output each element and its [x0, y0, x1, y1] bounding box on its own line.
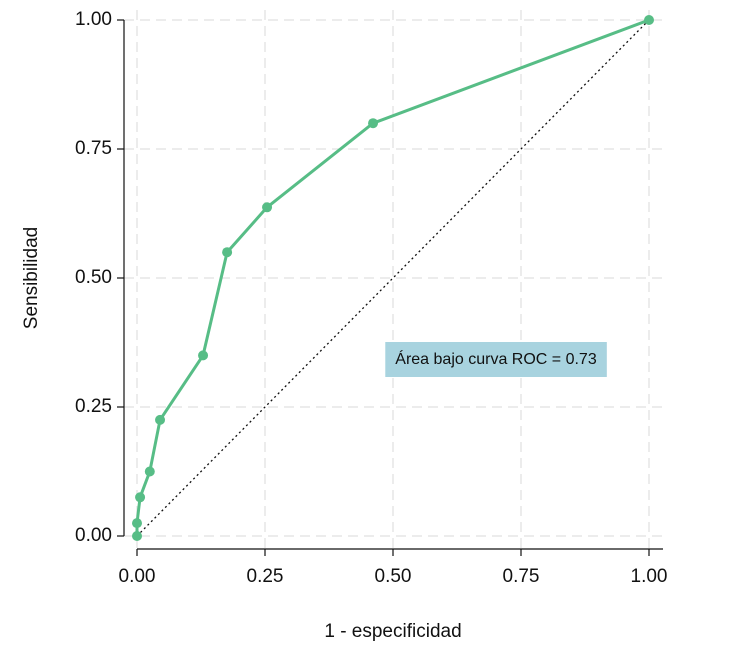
- point: [262, 202, 273, 213]
- x-tick-label: 0.00: [119, 566, 156, 587]
- y-tick-label: 0.75: [75, 138, 112, 159]
- point: [144, 466, 155, 477]
- x-tick-label: 1.00: [631, 566, 668, 587]
- point: [198, 350, 209, 361]
- annotation: Área bajo curva ROC = 0.73: [395, 349, 597, 368]
- reference-line: [136, 19, 650, 537]
- y-tick-label: 0.50: [75, 267, 112, 288]
- x-axis-label: 1 - especificidad: [324, 621, 461, 642]
- point: [132, 518, 142, 529]
- x-tick-label: 0.75: [503, 566, 540, 587]
- y-tick-label: 0.00: [75, 525, 112, 546]
- y-tick-label: 0.25: [75, 396, 112, 417]
- point: [155, 414, 166, 425]
- point: [644, 15, 654, 25]
- x-tick-label: 0.50: [375, 566, 412, 587]
- point: [368, 118, 379, 129]
- point: [135, 492, 146, 503]
- annotation-box: [385, 342, 607, 377]
- x-tick-label: 0.25: [247, 566, 284, 587]
- roc-line: [135, 18, 650, 536]
- y-axis-label: Sensibilidad: [21, 227, 42, 329]
- y-tick-label: 1.00: [75, 9, 112, 30]
- point: [132, 531, 142, 541]
- point: [222, 247, 233, 258]
